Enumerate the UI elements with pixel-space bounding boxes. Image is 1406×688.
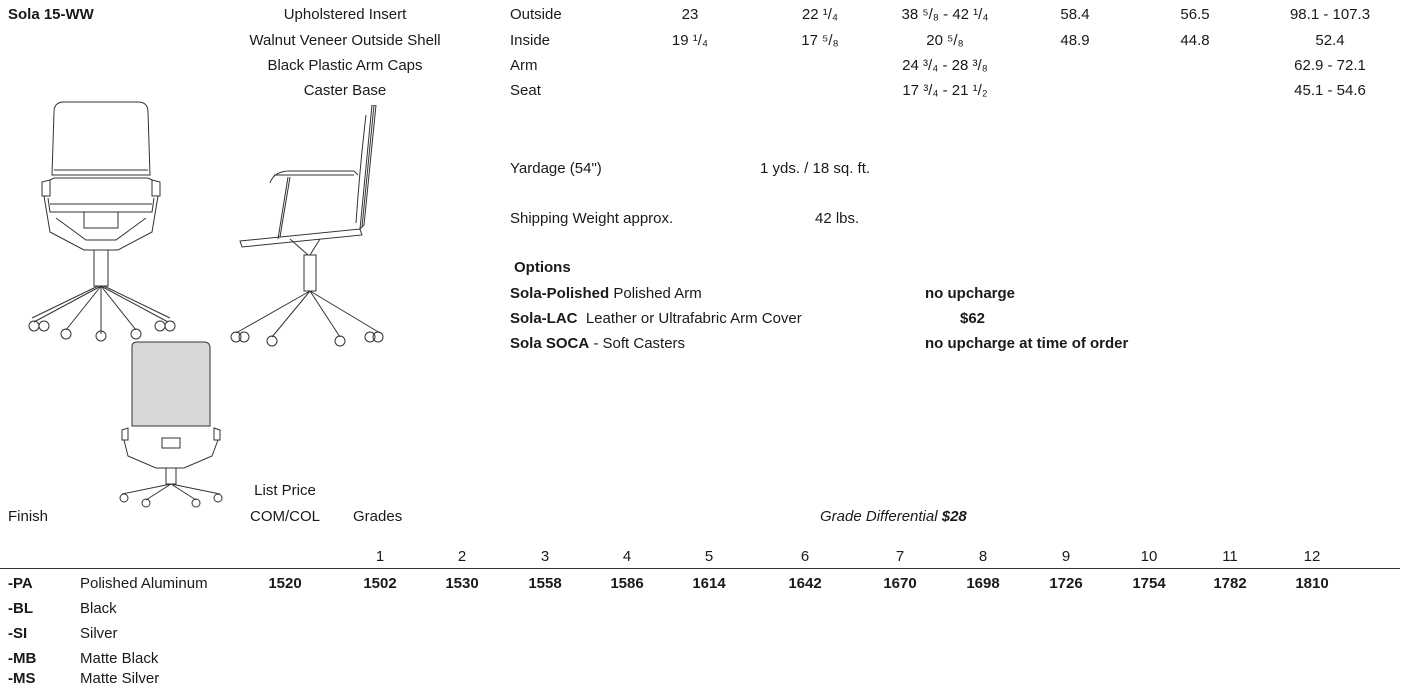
dimension-width-in: 19 ¹/₄ xyxy=(671,32,709,49)
finish-name: Matte Black xyxy=(80,650,159,667)
model-title: Sola 15-WW xyxy=(8,6,94,23)
dimension-height-in: 20 ⁵/₈ xyxy=(926,32,964,49)
grade-number: 7 xyxy=(895,548,905,565)
com-col-price: 1520 xyxy=(268,575,302,592)
dimension-width-cm: 58.4 xyxy=(1060,6,1090,23)
option-price: no upcharge at time of order xyxy=(925,335,1129,352)
option-price: $62 xyxy=(960,310,986,327)
material-item: Walnut Veneer Outside Shell xyxy=(249,32,441,49)
grades-header: Grades xyxy=(353,508,403,525)
grade-price: 1530 xyxy=(445,575,479,592)
grade-price: 1642 xyxy=(788,575,822,592)
header-divider xyxy=(0,568,1400,569)
yardage-label: Yardage (54") xyxy=(510,160,602,177)
shipping-value: 42 lbs. xyxy=(815,210,860,227)
grade-price: 1698 xyxy=(966,575,1000,592)
dimension-label: Seat xyxy=(510,82,541,99)
list-price-header: List Price xyxy=(254,482,316,499)
grade-price: 1810 xyxy=(1295,575,1329,592)
material-item: Caster Base xyxy=(303,82,387,99)
grade-number: 11 xyxy=(1222,548,1238,565)
grade-price: 1558 xyxy=(528,575,562,592)
finish-name: Black xyxy=(80,600,117,617)
grade-price: 1502 xyxy=(363,575,397,592)
chair-finish-swatch-image xyxy=(119,341,223,508)
dimension-depth-cm: 56.5 xyxy=(1180,6,1210,23)
option-item: Sola-Polished Polished Arm xyxy=(510,285,702,303)
dimension-label: Outside xyxy=(510,6,562,23)
grade-price: 1754 xyxy=(1132,575,1166,592)
dimension-depth-cm: 44.8 xyxy=(1180,32,1210,49)
finish-code: -MS xyxy=(8,670,36,687)
shipping-label: Shipping Weight approx. xyxy=(510,210,674,227)
finish-code: -BL xyxy=(8,600,33,617)
dimension-height-cm: 98.1 - 107.3 xyxy=(1289,6,1371,23)
grade-number: 2 xyxy=(457,548,467,565)
grade-price: 1670 xyxy=(883,575,917,592)
finish-code: -PA xyxy=(8,575,33,592)
dimension-height-in: 24 ³/₄ - 28 ³/₈ xyxy=(902,57,988,74)
option-item: Sola SOCA - Soft Casters xyxy=(510,335,685,353)
dimension-height-in: 17 ³/₄ - 21 ¹/₂ xyxy=(902,82,988,99)
grade-number: 6 xyxy=(800,548,810,565)
finish-name: Polished Aluminum xyxy=(80,575,208,592)
finish-name: Silver xyxy=(80,625,118,642)
grade-price: 1586 xyxy=(610,575,644,592)
dimension-height-cm: 52.4 xyxy=(1315,32,1345,49)
grade-number: 5 xyxy=(704,548,714,565)
grade-differential-value: $28 xyxy=(941,508,967,525)
com-col-header: COM/COL xyxy=(249,508,320,525)
grade-price: 1782 xyxy=(1213,575,1247,592)
grade-differential-label: Grade Differential xyxy=(820,508,938,525)
dimension-label: Inside xyxy=(510,32,551,49)
grade-price: 1614 xyxy=(692,575,726,592)
dimension-height-cm: 62.9 - 72.1 xyxy=(1294,57,1366,74)
option-code: Sola-LAC xyxy=(510,310,578,327)
finish-name: Matte Silver xyxy=(80,670,160,687)
grade-number: 8 xyxy=(978,548,988,565)
material-item: Black Plastic Arm Caps xyxy=(267,57,423,74)
dimension-label: Arm xyxy=(510,57,538,74)
grade-differential: Grade Differential $28 xyxy=(820,508,967,526)
chair-side-view-image xyxy=(230,105,384,347)
finish-code: -MB xyxy=(8,650,37,667)
dimension-height-cm: 45.1 - 54.6 xyxy=(1294,82,1366,99)
yardage-value: 1 yds. / 18 sq. ft. xyxy=(760,160,871,177)
dimension-height-in: 38 ⁵/₈ - 42 ¹/₄ xyxy=(901,6,989,23)
finish-code: -SI xyxy=(8,625,28,642)
option-code: Sola-Polished xyxy=(510,285,610,302)
option-desc: - Soft Casters xyxy=(589,335,686,352)
options-heading: Options xyxy=(514,259,571,276)
grade-number: 4 xyxy=(622,548,632,565)
grade-number: 12 xyxy=(1303,548,1321,565)
option-code: Sola SOCA xyxy=(510,335,590,352)
dimension-depth-in: 17 ⁵/₈ xyxy=(801,32,839,49)
option-item: Sola-LAC Leather or Ultrafabric Arm Cove… xyxy=(510,310,802,328)
grade-number: 10 xyxy=(1140,548,1158,565)
grade-number: 3 xyxy=(540,548,550,565)
option-desc: Polished Arm xyxy=(609,285,702,302)
grade-number: 9 xyxy=(1061,548,1071,565)
option-desc: Leather or Ultrafabric Arm Cover xyxy=(577,310,802,327)
grade-number: 1 xyxy=(375,548,385,565)
material-item: Upholstered Insert xyxy=(283,6,407,23)
finish-header: Finish xyxy=(8,508,49,525)
option-price: no upcharge xyxy=(925,285,1016,302)
chair-front-view-image xyxy=(28,101,176,342)
grade-price: 1726 xyxy=(1049,575,1083,592)
dimension-width-cm: 48.9 xyxy=(1060,32,1090,49)
dimension-depth-in: 22 ¹/₄ xyxy=(801,6,839,23)
dimension-width-in: 23 xyxy=(681,6,699,23)
